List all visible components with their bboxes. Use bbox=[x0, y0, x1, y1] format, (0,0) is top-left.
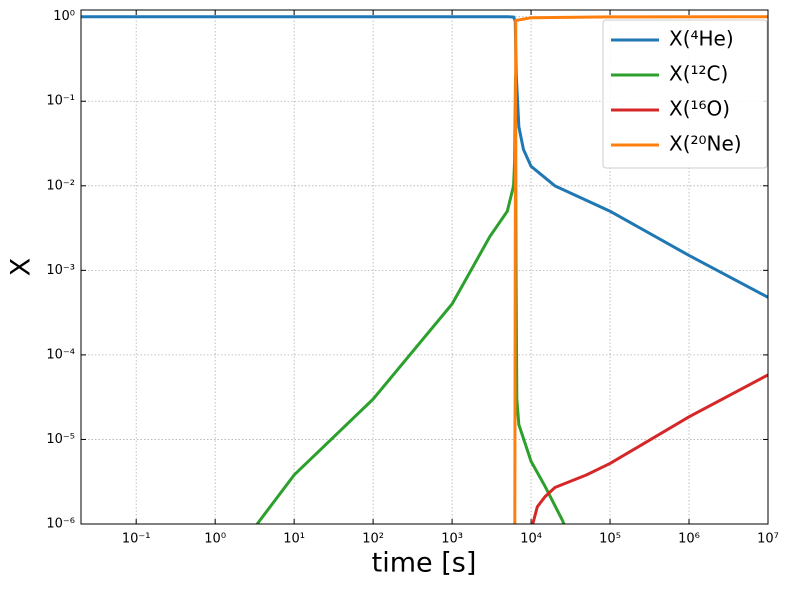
y-tick-label: 10⁰ bbox=[53, 9, 75, 24]
plot-lines bbox=[81, 15, 768, 524]
legend-label: X(²⁰Ne) bbox=[669, 132, 742, 156]
x-tick-label: 10⁷ bbox=[757, 532, 779, 547]
x-tick-label: 10³ bbox=[441, 532, 463, 547]
legend-label: X(⁴He) bbox=[669, 27, 734, 51]
line-series bbox=[81, 15, 768, 299]
plot-frame bbox=[80, 9, 769, 525]
x-tick-label: 10⁻¹ bbox=[122, 532, 151, 547]
x-tick-label: 10⁴ bbox=[520, 532, 542, 547]
x-tick-label: 10² bbox=[362, 532, 384, 547]
line-series bbox=[513, 15, 768, 524]
legend-label: X(¹⁶O) bbox=[669, 97, 730, 121]
y-tick-label: 10⁻⁵ bbox=[46, 432, 75, 447]
y-tick-label: 10⁻⁴ bbox=[46, 347, 75, 362]
line-series bbox=[531, 373, 768, 524]
x-axis-label: time [s] bbox=[372, 548, 477, 579]
legend-label: X(¹²C) bbox=[669, 62, 728, 86]
x-tick-label: 10⁶ bbox=[678, 532, 700, 547]
x-tick-label: 10⁵ bbox=[599, 532, 621, 547]
y-axis-label: X bbox=[6, 258, 37, 277]
y-tick-label: 10⁻³ bbox=[46, 263, 75, 278]
y-tick-label: 10⁻⁶ bbox=[46, 517, 75, 532]
y-tick-label: 10⁻¹ bbox=[46, 94, 75, 109]
y-tick-label: 10⁻² bbox=[46, 178, 75, 193]
x-tick-label: 10¹ bbox=[283, 532, 305, 547]
legend-box bbox=[602, 19, 768, 169]
x-tick-label: 10⁰ bbox=[204, 532, 226, 547]
